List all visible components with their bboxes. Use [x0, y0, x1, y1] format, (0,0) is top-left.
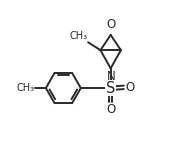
Text: O: O [106, 18, 115, 31]
Text: CH₃: CH₃ [16, 83, 34, 93]
Text: S: S [106, 81, 115, 96]
Text: CH₃: CH₃ [69, 31, 87, 41]
Text: O: O [106, 103, 115, 116]
Text: O: O [125, 81, 134, 94]
Text: N: N [107, 70, 116, 83]
